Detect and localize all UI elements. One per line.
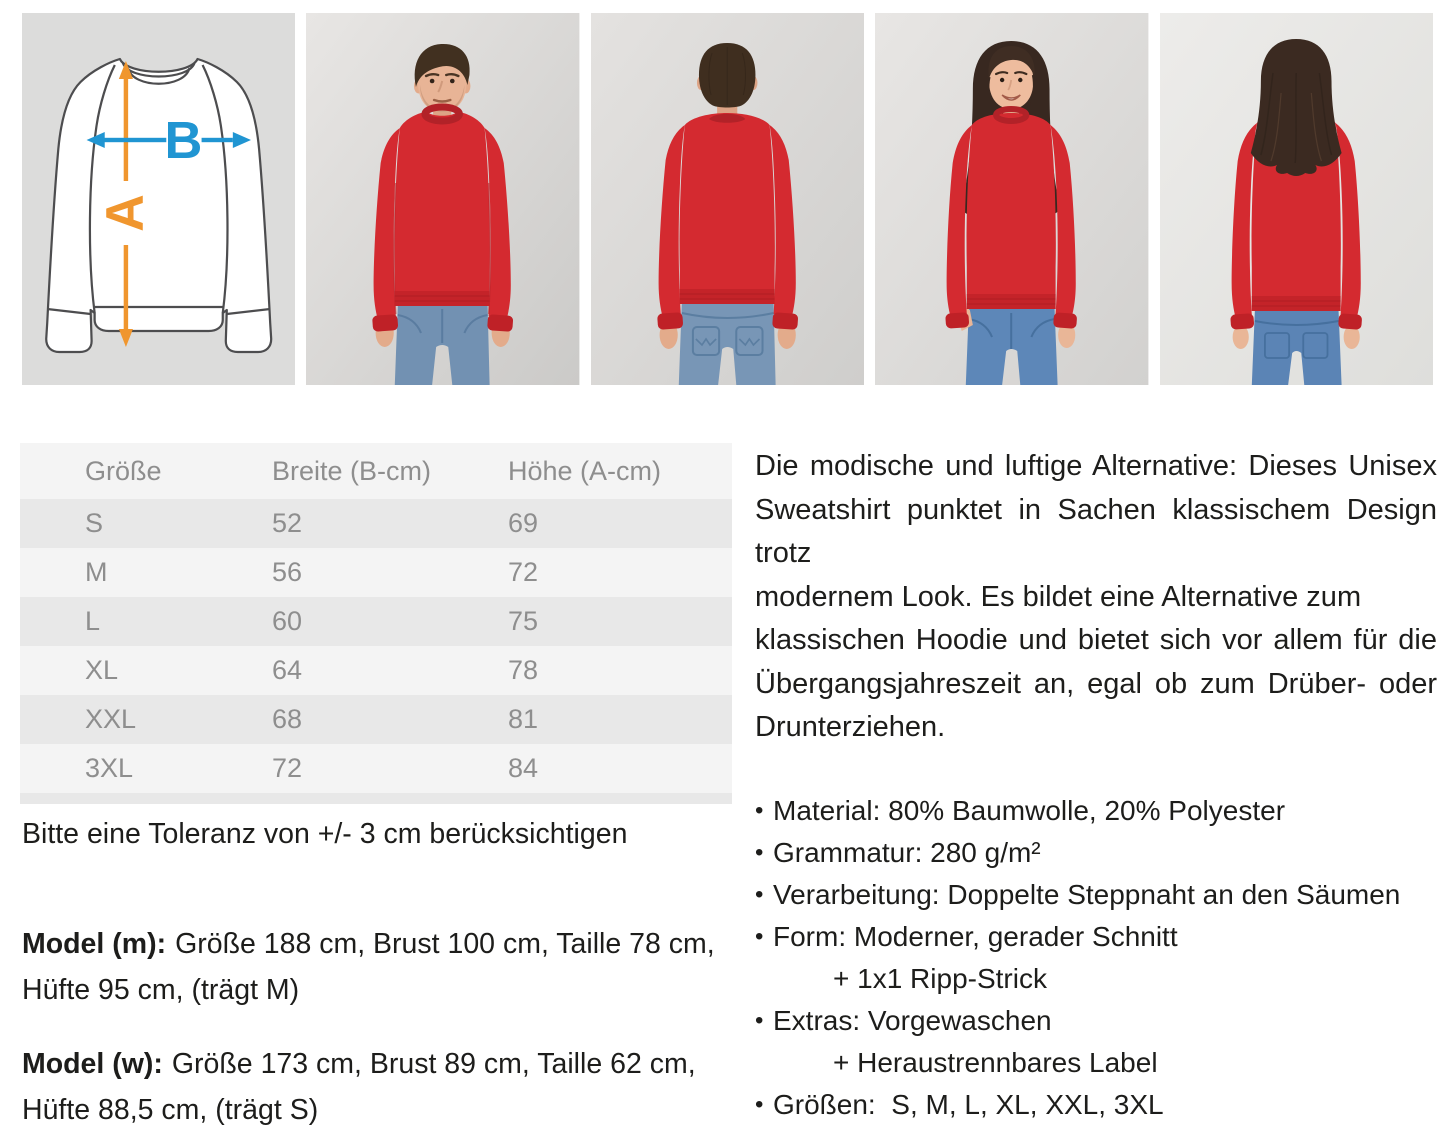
size-diagram-image: A B: [22, 13, 296, 385]
height-value: 81: [508, 704, 539, 734]
description-line: modernem Look. Es bildet eine Alternativ…: [755, 580, 1362, 613]
feature-groessen: Größen: S, M, L, XL, XXL, 3XL: [755, 1084, 1437, 1126]
red-sweatshirt-front: [945, 106, 1078, 329]
feature-material: Material: 80% Baumwolle, 20% Polyester: [755, 790, 1437, 832]
width-value: 72: [272, 753, 303, 783]
size-label: L: [85, 606, 101, 636]
size-label: S: [85, 508, 104, 538]
feature-verarbeitung: Verarbeitung: Doppelte Steppnaht an den …: [755, 874, 1437, 916]
feature-form-addition: + 1x1 Ripp-Strick: [833, 962, 1047, 994]
header-size: Größe: [85, 455, 162, 486]
product-description: Die modische und luftige Alternative: Di…: [755, 445, 1437, 750]
width-value: 60: [272, 606, 303, 636]
description-line: Übergangsjahreszeit an, egal ob zum Drüb…: [755, 667, 1437, 700]
height-arrow: A: [97, 61, 155, 347]
size-table-header-row: Größe Breite (B-cm) Höhe (A-cm): [20, 443, 732, 499]
photo-model-male-front: [306, 13, 580, 385]
male-back-figure: [657, 43, 798, 385]
description-line: Sweatshirt punktet in Sachen klassischem…: [755, 493, 1437, 570]
size-label: XL: [85, 655, 119, 685]
female-back-photo: [1159, 13, 1434, 385]
diagram-label-b: B: [164, 112, 202, 170]
header-height: Höhe (A-cm): [508, 455, 662, 486]
size-table-row: 3XL 72 84: [20, 744, 732, 793]
male-front-figure: [372, 43, 514, 385]
tolerance-note: Bitte eine Toleranz von +/- 3 cm berücks…: [22, 818, 628, 850]
female-back-figure: [1230, 39, 1362, 385]
feature-extras-addition: + Heraustrennbares Label: [833, 1046, 1158, 1078]
model-male-label: Model (m):: [22, 928, 167, 960]
description-line: klassischen Hoodie und bietet sich vor a…: [755, 624, 1437, 656]
female-front-photo: [875, 13, 1149, 385]
photo-model-female-back: [1159, 13, 1434, 385]
feature-form: Form: Moderner, gerader Schnitt: [755, 916, 1437, 958]
size-table-row: XXL 68 81: [20, 695, 732, 744]
gallery: A B: [22, 13, 1434, 385]
red-sweatshirt-front: [372, 103, 514, 332]
height-value: 84: [508, 753, 539, 783]
photo-model-female-front: [875, 13, 1149, 385]
feature-grammatur: Grammatur: 280 g/m²: [755, 832, 1437, 874]
size-label: XXL: [85, 704, 137, 734]
model-male-info: Model (m): Größe 188 cm, Brust 100 cm, Ta…: [22, 921, 734, 1013]
size-table-row: L 60 75: [20, 597, 732, 646]
width-value: 68: [272, 704, 303, 734]
header-width: Breite (B-cm): [272, 455, 432, 486]
height-value: 69: [508, 508, 539, 538]
width-value: 52: [272, 508, 303, 538]
size-label: M: [85, 557, 108, 587]
left-column: Größe Breite (B-cm) Höhe (A-cm) S 52 69 …: [20, 437, 734, 1133]
width-value: 64: [272, 655, 303, 685]
height-value: 72: [508, 557, 539, 587]
size-table-row: XL 64 78: [20, 646, 732, 695]
width-arrow: B: [86, 112, 252, 170]
height-value: 78: [508, 655, 539, 685]
model-female-details: Größe 173 cm, Brust 89 cm, Taille 62 cm,…: [22, 1048, 696, 1126]
model-male-details: Größe 188 cm, Brust 100 cm, Taille 78 cm…: [22, 928, 715, 1006]
description-line: Drunterziehen.: [755, 711, 946, 743]
male-back-photo: [590, 13, 865, 385]
size-label: 3XL: [85, 753, 134, 783]
sweatshirt-outline: [45, 57, 273, 354]
red-sweatshirt-back: [657, 113, 798, 330]
female-front-figure: [945, 41, 1078, 385]
size-diagram-panel: A B: [22, 13, 296, 385]
diagram-label-a: A: [97, 194, 155, 232]
male-front-photo: [306, 13, 580, 385]
right-column: Die modische und luftige Alternative: Di…: [755, 437, 1437, 1126]
feature-list: Material: 80% Baumwolle, 20% Polyester G…: [755, 790, 1437, 1126]
description-line: Die modische und luftige Alternative: Di…: [755, 450, 1437, 482]
width-value: 56: [272, 557, 303, 587]
size-table-bottom-strip: [20, 793, 732, 804]
photo-model-male-back: [590, 13, 865, 385]
feature-extras: Extras: Vorgewaschen: [755, 1000, 1437, 1042]
model-female-label: Model (w):: [22, 1048, 163, 1080]
size-table-row: M 56 72: [20, 548, 732, 597]
size-table: Größe Breite (B-cm) Höhe (A-cm) S 52 69 …: [20, 443, 732, 804]
size-table-row: S 52 69: [20, 499, 732, 548]
model-female-info: Model (w): Größe 173 cm, Brust 89 cm, Tai…: [22, 1041, 734, 1133]
height-value: 75: [508, 606, 539, 636]
